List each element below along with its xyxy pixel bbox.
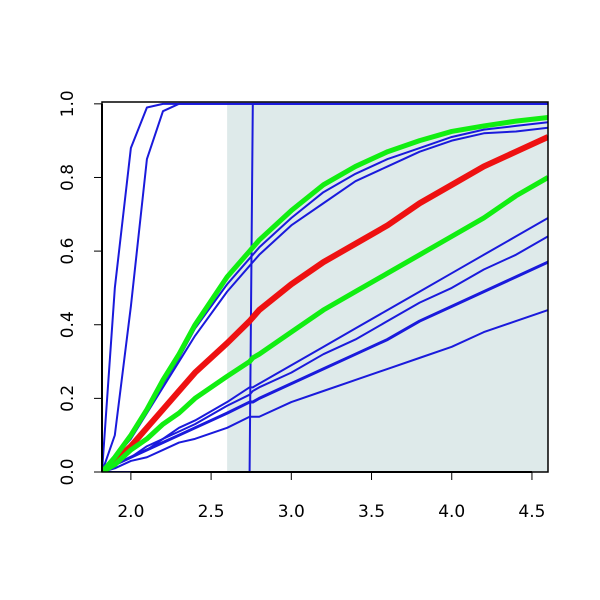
curve xyxy=(102,175,548,472)
y-tick-label: 0.6 xyxy=(58,238,78,265)
y-tick-label: 0.8 xyxy=(58,164,78,191)
curve xyxy=(102,134,548,472)
x-tick-label: 2.0 xyxy=(117,502,144,522)
x-tick-label: 2.5 xyxy=(198,502,225,522)
y-tick-label: 0.4 xyxy=(58,311,78,338)
x-tick-label: 4.5 xyxy=(518,502,545,522)
y-tick-label: 1.0 xyxy=(58,90,78,117)
plot-area xyxy=(102,102,548,472)
y-tick-label: 0.2 xyxy=(58,385,78,412)
y-tick-label: 0.0 xyxy=(58,458,78,485)
curve xyxy=(102,102,548,472)
curve xyxy=(102,309,548,472)
x-tick-label: 3.5 xyxy=(358,502,385,522)
curve xyxy=(102,260,548,472)
x-tick-label: 4.0 xyxy=(438,502,465,522)
curve xyxy=(102,217,548,472)
curve xyxy=(102,114,548,472)
x-tick-label: 3.0 xyxy=(278,502,305,522)
